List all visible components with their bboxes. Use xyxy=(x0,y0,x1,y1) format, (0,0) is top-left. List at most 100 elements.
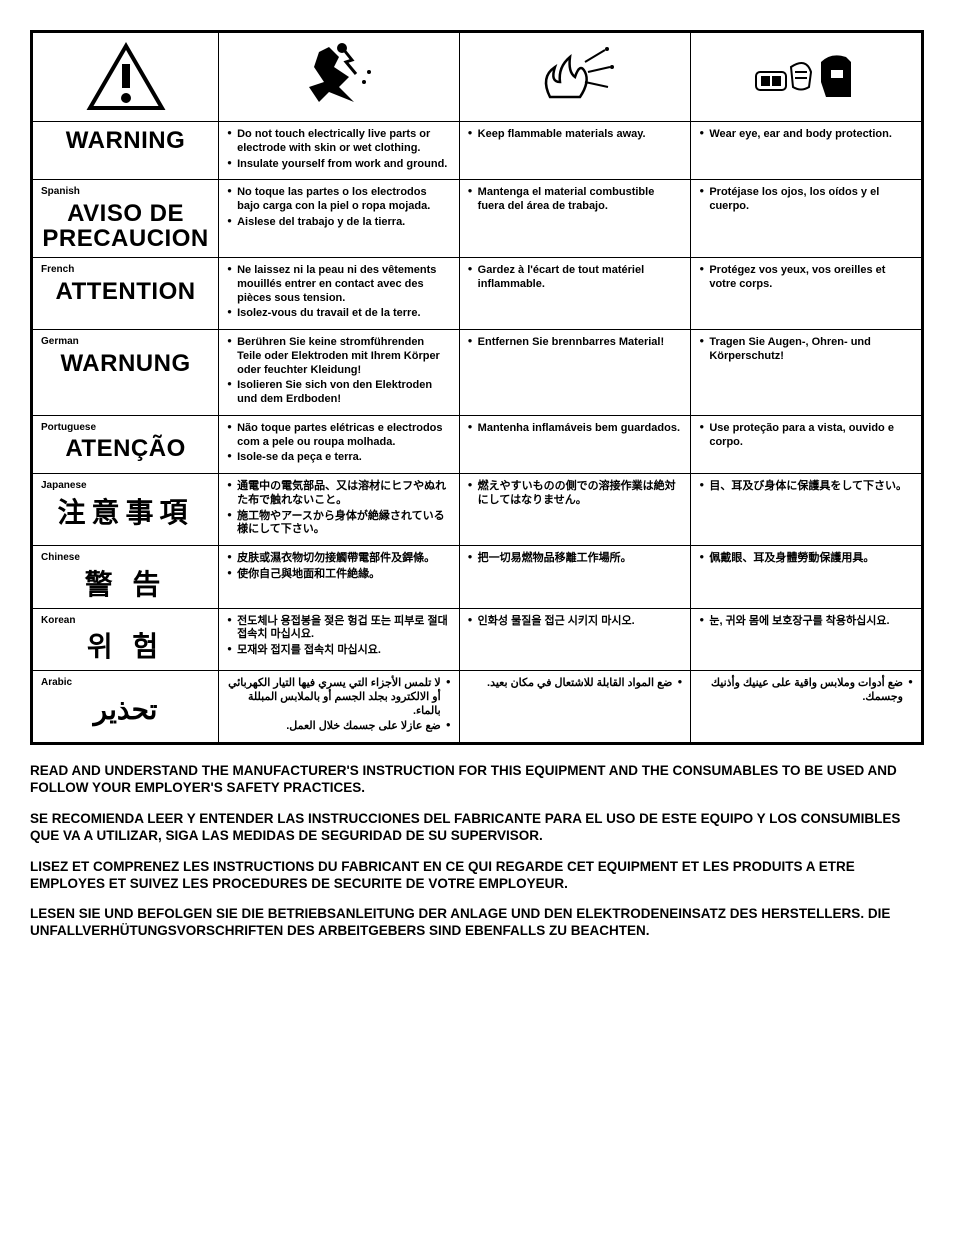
footer-de: LESEN SIE UND BEFOLGEN SIE DIE BETRIEBSA… xyxy=(30,906,924,940)
list-item: ضع عازلا على جسمك خلال العمل. xyxy=(227,720,451,734)
text-cell: 燃えやすいものの側での溶接作業は絶対にしてはなりません。 xyxy=(459,474,691,546)
bullet-list: Tragen Sie Augen-, Ohren- und Körperschu… xyxy=(699,336,913,364)
list-item: Isolieren Sie sich von den Elektroden un… xyxy=(227,379,451,407)
list-item: لا تلمس الأجزاء التي يسري فيها التيار ال… xyxy=(227,677,451,718)
lang-label: Spanish xyxy=(41,186,210,199)
list-item: Tragen Sie Augen-, Ohren- und Körperschu… xyxy=(699,336,913,364)
list-item: Isole-se da peça e terra. xyxy=(227,451,451,465)
list-item: Ne laissez ni la peau ni des vêtements m… xyxy=(227,264,451,305)
heading-cell: Spanish AVISO DE PRECAUCION xyxy=(32,180,219,258)
heading-cell: French ATTENTION xyxy=(32,258,219,330)
lang-label: Portuguese xyxy=(41,422,210,435)
footer-fr: LISEZ ET COMPRENEZ LES INSTRUCTIONS DU F… xyxy=(30,859,924,893)
text-cell: 전도체나 용접봉을 젖은 헝겁 또는 피부로 절대 접속치 마십시요.모재와 접… xyxy=(219,608,460,671)
row-heading: WARNUNG xyxy=(41,351,210,376)
text-cell: 눈, 귀와 몸에 보호장구를 착용하십시요. xyxy=(691,608,923,671)
list-item: 目、耳及び身体に保護具をして下さい。 xyxy=(699,480,913,494)
text-cell: Gardez à l'écart de tout matériel inflam… xyxy=(459,258,691,330)
table-row: French ATTENTION Ne laissez ni la peau ni … xyxy=(32,258,923,330)
text-cell: Do not touch electrically live parts or … xyxy=(219,122,460,180)
bullet-list: 인화성 물질을 접근 시키지 마시오. xyxy=(468,615,683,629)
footer-es: SE RECOMIENDA LEER Y ENTENDER LAS INSTRU… xyxy=(30,811,924,845)
list-item: Não toque partes elétricas e electrodos … xyxy=(227,422,451,450)
text-cell: 通電中の電気部品、又は溶材にヒフやぬれた布で触れないこと。施工物やアースから身体… xyxy=(219,474,460,546)
list-item: Protéjase los ojos, los oídos y el cuerp… xyxy=(699,186,913,214)
list-item: Protégez vos yeux, vos oreilles et votre… xyxy=(699,264,913,292)
list-item: 施工物やアースから身体が絶縁されている様にして下さい。 xyxy=(227,510,451,538)
icon-cell-shock xyxy=(219,32,460,122)
row-heading: ATENÇÃO xyxy=(41,436,210,461)
bullet-list: Protégez vos yeux, vos oreilles et votre… xyxy=(699,264,913,292)
table-row: WARNING Do not touch electrically live pa… xyxy=(32,122,923,180)
lang-label: French xyxy=(41,264,210,277)
list-item: ضع أدوات وملابس واقية على عينيك وأذنيك و… xyxy=(699,677,913,705)
text-cell: لا تلمس الأجزاء التي يسري فيها التيار ال… xyxy=(219,671,460,744)
bullet-list: Do not touch electrically live parts or … xyxy=(227,128,451,171)
bullet-list: 皮肤或濕衣物切勿接觸帶電部件及銲條。使你自己與地面和工件絶緣。 xyxy=(227,552,451,582)
bullet-list: Mantenha inflamáveis bem guardados. xyxy=(468,422,683,436)
text-cell: Berühren Sie keine stromführenden Teile … xyxy=(219,330,460,416)
heading-cell: WARNING xyxy=(32,122,219,180)
bullet-list: 通電中の電気部品、又は溶材にヒフやぬれた布で触れないこと。施工物やアースから身体… xyxy=(227,480,451,537)
list-item: Entfernen Sie brennbarres Material! xyxy=(468,336,683,350)
bullet-list: 燃えやすいものの側での溶接作業は絶対にしてはなりません。 xyxy=(468,480,683,508)
text-cell: Mantenga el material combustible fuera d… xyxy=(459,180,691,258)
text-cell: Use proteção para a vista, ouvido e corp… xyxy=(691,415,923,473)
icon-cell-warning xyxy=(32,32,219,122)
bullet-list: Ne laissez ni la peau ni des vêtements m… xyxy=(227,264,451,321)
list-item: No toque las partes o los electrodos baj… xyxy=(227,186,451,214)
bullet-list: 把一切易燃物品移離工作場所。 xyxy=(468,552,683,566)
bullet-list: Não toque partes elétricas e electrodos … xyxy=(227,422,451,465)
table-row: German WARNUNG Berühren Sie keine stromfüh… xyxy=(32,330,923,416)
list-item: Mantenga el material combustible fuera d… xyxy=(468,186,683,214)
bullet-list: 전도체나 용접봉을 젖은 헝겁 또는 피부로 절대 접속치 마십시요.모재와 접… xyxy=(227,615,451,658)
list-item: 皮肤或濕衣物切勿接觸帶電部件及銲條。 xyxy=(227,552,451,566)
list-item: Do not touch electrically live parts or … xyxy=(227,128,451,156)
lang-label: Chinese xyxy=(41,552,210,565)
heading-cell: PortugueseATENÇÃO xyxy=(32,415,219,473)
bullet-list: Berühren Sie keine stromführenden Teile … xyxy=(227,336,451,407)
warning-table: WARNING Do not touch electrically live pa… xyxy=(30,30,924,745)
icon-cell-ppe xyxy=(691,32,923,122)
list-item: Use proteção para a vista, ouvido e corp… xyxy=(699,422,913,450)
bullet-list: Wear eye, ear and body protection. xyxy=(699,128,913,142)
row-heading: 警 告 xyxy=(41,567,210,602)
list-item: ضع المواد القابلة للاشتعال في مكان بعيد. xyxy=(468,677,683,691)
lang-label: German xyxy=(41,336,210,349)
row-heading: AVISO DE PRECAUCION xyxy=(41,201,210,251)
list-item: Berühren Sie keine stromführenden Teile … xyxy=(227,336,451,377)
bullet-list: Gardez à l'écart de tout matériel inflam… xyxy=(468,264,683,292)
row-heading: WARNING xyxy=(41,128,210,153)
list-item: 使你自己與地面和工件絶緣。 xyxy=(227,568,451,582)
bullet-list: Mantenga el material combustible fuera d… xyxy=(468,186,683,214)
text-cell: 目、耳及び身体に保護具をして下さい。 xyxy=(691,474,923,546)
list-item: 佩戴眼、耳及身體勞動保護用具。 xyxy=(699,552,913,566)
text-cell: Ne laissez ni la peau ni des vêtements m… xyxy=(219,258,460,330)
bullet-list: ضع أدوات وملابس واقية على عينيك وأذنيك و… xyxy=(699,677,913,705)
bullet-list: 佩戴眼、耳及身體勞動保護用具。 xyxy=(699,552,913,566)
list-item: 전도체나 용접봉을 젖은 헝겁 또는 피부로 절대 접속치 마십시요. xyxy=(227,615,451,643)
rows-body: WARNING Do not touch electrically live pa… xyxy=(32,122,923,744)
ppe-gear-icon xyxy=(751,42,861,112)
text-cell: 皮肤或濕衣物切勿接觸帶電部件及銲條。使你自己與地面和工件絶緣。 xyxy=(219,546,460,609)
lang-label: Japanese xyxy=(41,480,210,493)
text-cell: Mantenha inflamáveis bem guardados. xyxy=(459,415,691,473)
heading-cell: German WARNUNG xyxy=(32,330,219,416)
text-cell: Wear eye, ear and body protection. xyxy=(691,122,923,180)
footer-en: READ AND UNDERSTAND THE MANUFACTURER'S I… xyxy=(30,763,924,797)
text-cell: Protéjase los ojos, los oídos y el cuerp… xyxy=(691,180,923,258)
row-heading: تحذير xyxy=(41,692,210,727)
bullet-list: 目、耳及び身体に保護具をして下さい。 xyxy=(699,480,913,494)
heading-cell: Japanese注意事項 xyxy=(32,474,219,546)
list-item: 인화성 물질을 접근 시키지 마시오. xyxy=(468,615,683,629)
bullet-list: Use proteção para a vista, ouvido e corp… xyxy=(699,422,913,450)
list-item: Mantenha inflamáveis bem guardados. xyxy=(468,422,683,436)
table-row: Korean위 험전도체나 용접봉을 젖은 헝겁 또는 피부로 절대 접속치 마… xyxy=(32,608,923,671)
bullet-list: ضع المواد القابلة للاشتعال في مكان بعيد. xyxy=(468,677,683,691)
row-heading: ATTENTION xyxy=(41,279,210,304)
table-row: Japanese注意事項通電中の電気部品、又は溶材にヒフやぬれた布で触れないこと… xyxy=(32,474,923,546)
text-cell: 把一切易燃物品移離工作場所。 xyxy=(459,546,691,609)
text-cell: Tragen Sie Augen-, Ohren- und Körperschu… xyxy=(691,330,923,416)
lang-label: Korean xyxy=(41,615,210,628)
icon-cell-fire xyxy=(459,32,691,122)
